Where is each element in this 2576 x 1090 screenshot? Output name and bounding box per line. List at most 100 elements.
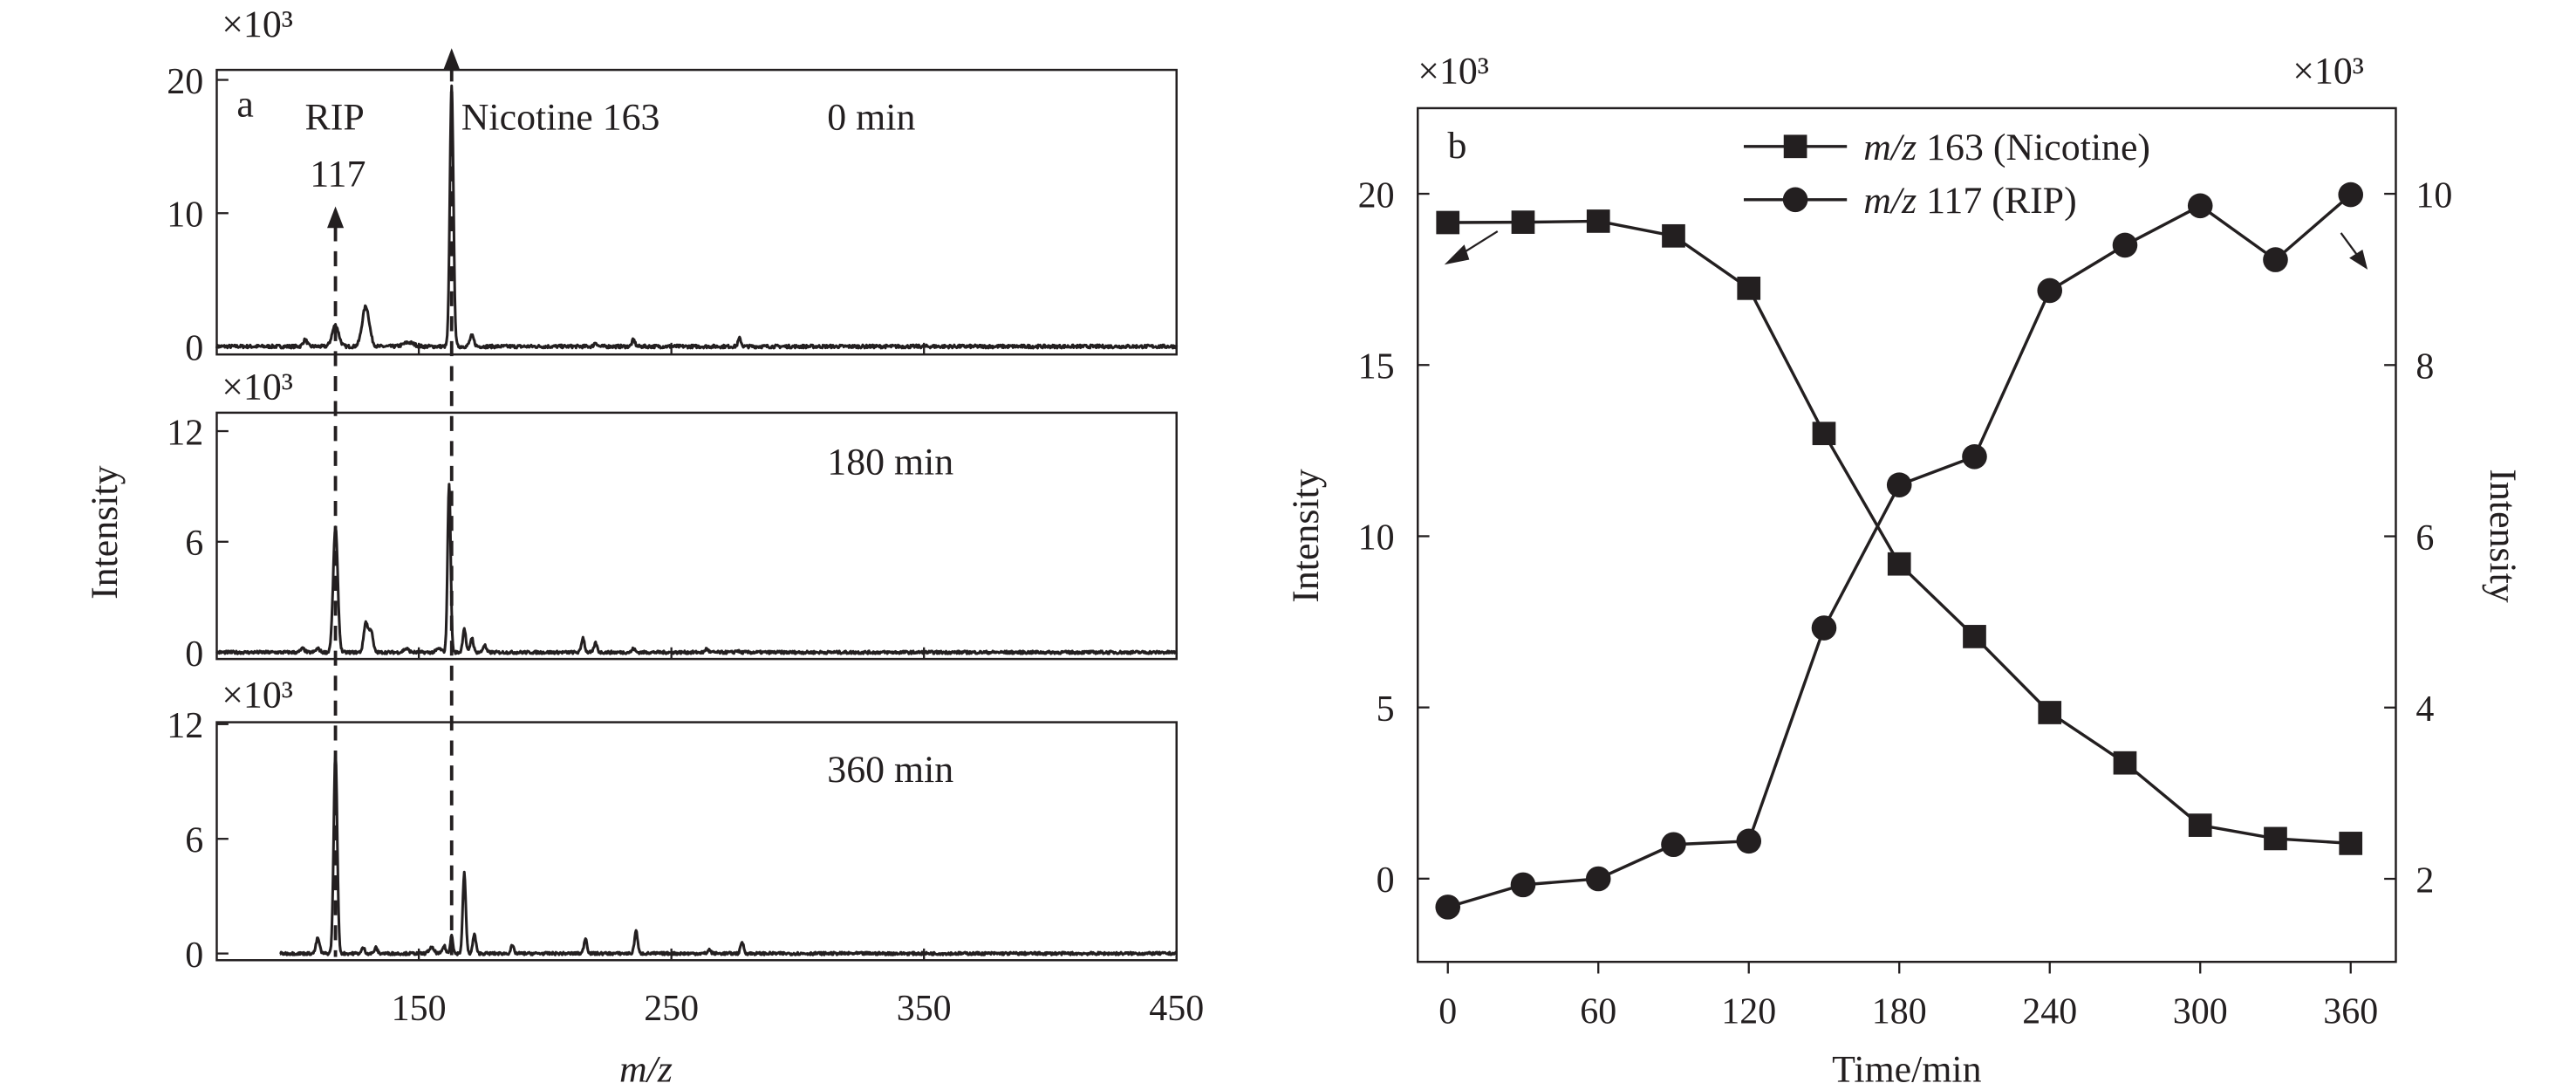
square-marker xyxy=(1812,422,1836,446)
legend-label: m/z 163 (Nicotine) xyxy=(1863,127,2150,168)
circle-marker xyxy=(1886,472,1912,497)
plot-frame xyxy=(1416,106,2397,963)
square-marker xyxy=(2038,701,2062,724)
rip-annotation: RIP xyxy=(305,97,365,139)
y-right-tick-label: 6 xyxy=(2415,518,2434,559)
plot-frame xyxy=(215,721,1178,962)
x-tick-label: 150 xyxy=(392,989,447,1029)
spectrum-trace xyxy=(279,752,1179,956)
y-tick-label: 20 xyxy=(167,62,203,102)
circle-marker xyxy=(1510,872,1536,898)
y-right-tick-label: 4 xyxy=(2415,689,2434,730)
y-tick-label: 0 xyxy=(185,634,203,675)
series-line xyxy=(1447,219,2351,846)
right-axis-arrow-icon xyxy=(2349,250,2368,270)
legend-circle-marker xyxy=(1782,187,1808,213)
panel-label: a xyxy=(236,83,253,125)
nicotine-annotation: Nicotine 163 xyxy=(461,97,660,139)
circle-marker xyxy=(1585,866,1611,892)
y-tick-label: 6 xyxy=(185,524,203,564)
spectrum-trace xyxy=(215,483,1179,655)
time-label: 360 min xyxy=(827,749,953,791)
panel-label: b xyxy=(1448,125,1467,167)
circle-marker xyxy=(1661,832,1686,858)
x-axis-title: Time/min xyxy=(1832,1048,1981,1090)
y-right-axis-title: Intensity xyxy=(2482,469,2524,603)
series-line xyxy=(1447,193,2352,909)
square-marker xyxy=(1436,210,1460,235)
square-marker xyxy=(1887,552,1911,576)
square-marker xyxy=(2113,751,2137,775)
y-right-tick-label: 8 xyxy=(2415,347,2434,387)
multiplier-left-label: ×10³ xyxy=(1418,50,1489,92)
x-tick-label: 250 xyxy=(644,989,699,1029)
square-marker xyxy=(1511,210,1535,234)
circle-marker xyxy=(2037,278,2063,304)
left-axis-arrow-icon xyxy=(1444,244,1470,265)
y-tick-label: 6 xyxy=(185,820,203,860)
rip-mz-annotation: 117 xyxy=(310,154,366,195)
square-marker xyxy=(1586,209,1610,233)
y-right-tick-label: 10 xyxy=(2415,175,2452,216)
x-tick-label: 120 xyxy=(1721,992,1776,1032)
x-tick-label: 360 xyxy=(2323,992,2378,1032)
spectrum-subplot: 0 6 12 ×10³ 180 min xyxy=(167,367,1179,675)
panel-b-time-course: 0 60 120 180 240 300 360 0 5 10 15 20 2 4 6 8 10 m/z 163 … xyxy=(1285,50,2524,1090)
square-marker xyxy=(2339,832,2363,855)
plot-frame xyxy=(215,68,1178,356)
y-left-tick-label: 20 xyxy=(1358,175,1395,216)
circle-marker xyxy=(1435,895,1461,920)
x-axis-title: m/z xyxy=(619,1048,673,1090)
circle-marker xyxy=(1811,615,1837,641)
legend-label-var: m/z xyxy=(1863,180,1917,222)
circle-marker xyxy=(1736,828,1762,854)
circle-marker xyxy=(2187,193,2213,219)
y-axis-title: Intensity xyxy=(84,465,126,600)
square-marker xyxy=(1963,625,1986,648)
x-tick-label: 300 xyxy=(2173,992,2228,1032)
rip-arrowhead-icon xyxy=(327,206,345,229)
multiplier-label: ×10³ xyxy=(222,674,293,716)
square-marker xyxy=(2264,826,2287,851)
legend-square-marker xyxy=(1783,134,1807,159)
circle-marker xyxy=(1962,443,1987,470)
x-tick-label: 60 xyxy=(1580,992,1616,1032)
x-tick-label: 0 xyxy=(1438,992,1457,1032)
square-marker xyxy=(1737,276,1761,300)
y-tick-label: 0 xyxy=(185,328,203,368)
spectrum-subplot: 0 6 12 ×10³ 360 min xyxy=(167,674,1179,976)
y-left-tick-label: 10 xyxy=(1358,518,1395,559)
x-tick-label: 450 xyxy=(1149,989,1204,1029)
y-left-tick-label: 0 xyxy=(1377,860,1395,901)
spectrum-subplot: 0 10 20 ×10³ 0 min xyxy=(167,3,1179,368)
circle-marker xyxy=(2263,247,2288,272)
y-right-tick-label: 2 xyxy=(2415,860,2434,901)
y-tick-label: 0 xyxy=(185,936,203,976)
circle-marker xyxy=(2338,182,2364,208)
plot-frame xyxy=(215,411,1178,661)
y-left-tick-label: 5 xyxy=(1377,689,1395,730)
square-marker xyxy=(2188,813,2212,837)
time-label: 180 min xyxy=(827,441,953,483)
spectrum-trace xyxy=(215,84,1179,350)
multiplier-label: ×10³ xyxy=(222,3,293,45)
x-tick-label: 350 xyxy=(897,989,952,1029)
legend-label-var: m/z xyxy=(1863,127,1917,168)
y-left-axis-title: Intensity xyxy=(1285,469,1327,603)
y-tick-label: 10 xyxy=(167,195,203,236)
legend-label-text: 117 (RIP) xyxy=(1917,180,2077,222)
panel-a-spectra: 0 10 20 ×10³ 0 min 0 6 12 ×10³ 180 min 0 6 12 ×10³ 360… xyxy=(84,3,1204,1090)
y-tick-label: 12 xyxy=(167,413,203,453)
x-tick-label: 240 xyxy=(2022,992,2077,1032)
nicotine-arrowhead-icon xyxy=(443,48,461,71)
x-tick-label: 180 xyxy=(1872,992,1927,1032)
multiplier-label: ×10³ xyxy=(222,367,293,408)
multiplier-right-label: ×10³ xyxy=(2292,50,2364,92)
time-label: 0 min xyxy=(827,97,915,139)
y-tick-label: 12 xyxy=(167,706,203,746)
square-marker xyxy=(1662,223,1685,248)
circle-marker xyxy=(2112,232,2138,258)
legend-label: m/z 117 (RIP) xyxy=(1863,180,2076,222)
legend-label-text: 163 (Nicotine) xyxy=(1917,127,2150,168)
